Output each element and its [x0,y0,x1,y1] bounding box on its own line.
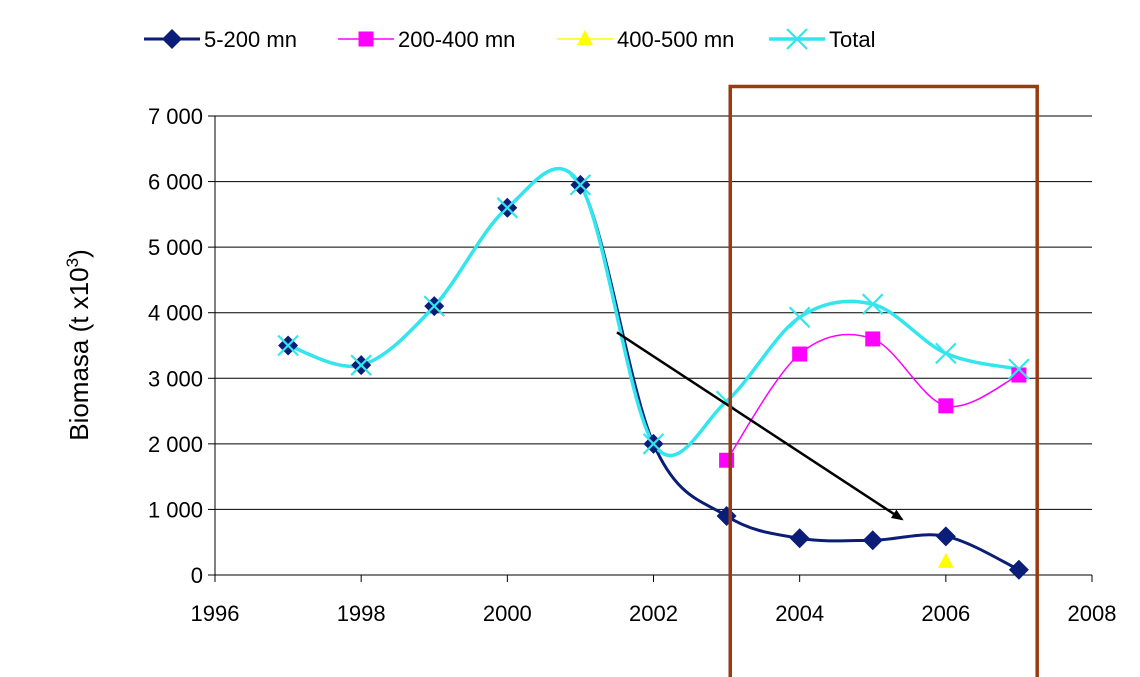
data-point-total [496,197,519,219]
legend-entry-200-400-mn: 200-400 mn [338,27,515,52]
data-point-200-400-mn [1011,367,1027,383]
series-markers-total [277,174,1030,455]
x-tick-label: 2006 [921,601,970,626]
highlight-box [728,84,1039,677]
x-tick-label: 2004 [775,601,824,626]
legend-entry-400-500-mn: 400-500 mn [557,27,734,52]
y-axis-title: Biomasa (t x103) [63,249,94,441]
trend-arrow [616,331,904,521]
legend-label: 400-500 mn [617,27,734,52]
x-tick-label: 2002 [629,601,678,626]
data-point-total [642,433,665,455]
x-tick-label: 2008 [1068,601,1117,626]
series-markers-400-500-mn [937,552,954,568]
legend-label: Total [829,27,875,52]
data-point-total [350,354,372,376]
y-tick-label: 2 000 [148,432,203,457]
y-tick-label: 7 000 [148,104,203,129]
y-tick-label: 1 000 [148,497,203,522]
x-tick-label: 1998 [337,601,386,626]
legend-label: 5-200 mn [204,27,297,52]
y-axis-title-main: Biomasa (t x10 [64,267,94,440]
data-point-total [277,334,299,357]
data-point-400-500-mn [937,552,954,568]
y-tick-label: 0 [191,563,203,588]
y-axis-title-superscript: 3 [63,258,82,267]
x-tick-label: 1996 [191,601,240,626]
data-point-200-400-mn [792,346,808,362]
legend-marker [577,30,593,45]
data-point-5-200-mn [1008,559,1029,580]
y-tick-label: 5 000 [148,235,203,260]
y-axis-title-close: ) [64,249,94,258]
data-point-total [569,174,592,196]
y-tick-label: 6 000 [148,170,203,195]
data-point-5-200-mn [862,530,883,551]
data-point-total [861,293,884,315]
legend-marker [358,31,374,47]
data-point-total [423,295,446,317]
data-point-total [788,306,811,329]
data-point-total [1008,358,1030,380]
data-point-total [935,342,957,365]
data-point-5-200-mn [935,526,956,547]
legend-marker [786,28,808,50]
data-point-200-400-mn [865,331,881,347]
data-point-200-400-mn [938,398,954,414]
legend-marker [162,29,182,49]
x-tick-label: 2000 [483,601,532,626]
y-tick-label: 3 000 [148,366,203,391]
y-tick-label: 4 000 [148,301,203,326]
legend-entry-5-200-mn: 5-200 mn [144,27,297,52]
legend-label: 200-400 mn [398,27,515,52]
data-point-5-200-mn [789,528,810,549]
legend-entry-total: Total [769,27,875,52]
